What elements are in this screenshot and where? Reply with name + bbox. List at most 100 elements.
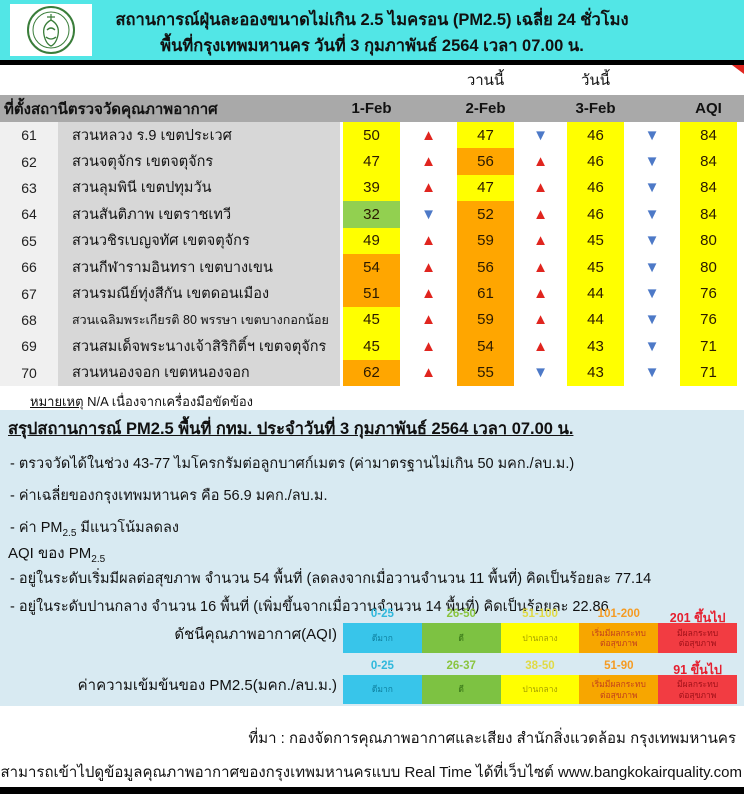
trend-arrow-icon	[645, 128, 660, 143]
trend-arrow-icon	[645, 312, 660, 327]
pm25-feb2-value: 56	[457, 148, 514, 175]
trend-arrow-icon	[645, 339, 660, 354]
pm25-feb2-value: 52	[457, 201, 514, 228]
aqi-bullet-moderate: - อยู่ในระดับปานกลาง จำนวน 16 พื้นที่ (เ…	[10, 599, 609, 615]
trend-arrow-icon	[421, 260, 436, 275]
pm25-scale-ranges: 0-25 26-37 38-50 51-90 91 ขึ้นไป	[370, 660, 722, 677]
table-row: 67 สวนรมณีย์ทุ่งสีกัน เขตดอนเมือง 51 61 …	[0, 280, 744, 307]
aqi-value: 71	[680, 359, 737, 386]
trend-arrow-icon	[421, 154, 436, 169]
trend-arrow-icon	[533, 207, 548, 222]
table-row: 69 สวนสมเด็จพระนางเจ้าสิริกิติ์ฯ เขตจตุจ…	[0, 333, 744, 360]
aqi-value: 84	[680, 122, 737, 149]
station-number: 68	[0, 306, 58, 334]
report-title-line2: พื้นที่กรุงเทพมหานคร วันที่ 3 กุมภาพันธ์…	[160, 37, 584, 55]
trend-arrow-icon	[645, 286, 660, 301]
trend-arrow-icon	[533, 128, 548, 143]
pm25-feb1-value: 49	[343, 227, 400, 254]
pm25-feb3-value: 44	[567, 280, 624, 307]
pm25-feb3-value: 43	[567, 359, 624, 386]
trend-arrow-icon	[533, 154, 548, 169]
summary-panel: สรุปสถานการณ์ PM2.5 พื้นที่ กทม. ประจำวั…	[0, 410, 744, 706]
station-column-header: ที่ตั้งสถานีตรวจวัดคุณภาพอากาศ	[4, 100, 218, 118]
station-name: สวนจตุจักร เขตจตุจักร	[58, 148, 340, 175]
aqi-value: 76	[680, 306, 737, 334]
report-title-line1: สถานการณ์ฝุ่นละอองขนาดไม่เกิน 2.5 ไมครอน…	[115, 11, 629, 29]
station-name: สวนลุมพินี เขตปทุมวัน	[58, 174, 340, 202]
table-row: 62 สวนจตุจักร เขตจตุจักร 47 56 46 84	[0, 148, 744, 175]
trend-arrow-icon	[421, 233, 436, 248]
footnote-label: หมายเหตุ	[30, 394, 84, 409]
pm25-feb2-value: 47	[457, 174, 514, 202]
pm25-feb1-value: 50	[343, 122, 400, 149]
pm25-feb2-value: 56	[457, 253, 514, 281]
table-row: 68 สวนเฉลิมพระเกียรติ 80 พรรษา เขตบางกอก…	[0, 306, 744, 334]
station-name: สวนวชิรเบญจทัศ เขตจตุจักร	[58, 227, 340, 254]
pm25-feb2-value: 61	[457, 280, 514, 307]
station-number: 70	[0, 359, 58, 386]
pm25-feb3-value: 46	[567, 174, 624, 202]
trend-arrow-icon	[645, 207, 660, 222]
col-header-feb3: 3-Feb	[575, 100, 616, 117]
pm25-feb2-value: 54	[457, 333, 514, 360]
trend-arrow-icon	[421, 128, 436, 143]
legend-scales: ดัชนีคุณภาพอากาศ(AQI) 0-25 26-50 51-100 …	[0, 608, 737, 711]
pm25-feb1-value: 45	[343, 306, 400, 334]
aqi-value: 80	[680, 227, 737, 254]
trend-arrow-icon	[421, 339, 436, 354]
corner-marker-icon	[732, 65, 744, 74]
day-labels-row: วานนี้ วันนี้	[0, 68, 744, 95]
station-number: 64	[0, 201, 58, 228]
col-header-aqi: AQI	[695, 100, 722, 117]
website-line: สามารถเข้าไปดูข้อมูลคุณภาพอากาศของกรุงเท…	[0, 764, 743, 781]
pm25-feb3-value: 45	[567, 253, 624, 281]
footnote: หมายเหตุ N/A เนื่องจากเครื่องมือขัดข้อง	[30, 391, 253, 412]
summary-heading: สรุปสถานการณ์ PM2.5 พื้นที่ กทม. ประจำวั…	[8, 420, 574, 438]
aqi-scale-ranges: 0-25 26-50 51-100 101-200 201 ขึ้นไป	[370, 608, 726, 625]
station-number: 66	[0, 253, 58, 281]
table-row: 70 สวนหนองจอก เขตหนองจอก 62 55 43 71	[0, 359, 744, 386]
segment-good: ดี	[421, 675, 501, 704]
pm25-feb1-value: 32	[343, 201, 400, 228]
station-number: 69	[0, 333, 58, 360]
table-row: 65 สวนวชิรเบญจทัศ เขตจตุจักร 49 59 45 80	[0, 227, 744, 254]
pm25-feb1-value: 51	[343, 280, 400, 307]
aqi-scale-bar: ดีมาก ดี ปานกลาง เริ่มมีผลกระทบ ต่อสุขภาพ…	[343, 623, 737, 653]
trend-arrow-icon	[533, 339, 548, 354]
today-label: วันนี้	[581, 72, 610, 89]
table-row: 61 สวนหลวง ร.9 เขตประเวศ 50 47 46 84	[0, 122, 744, 149]
trend-arrow-icon	[645, 154, 660, 169]
trend-arrow-icon	[421, 207, 436, 222]
trend-arrow-icon	[533, 312, 548, 327]
summary-bullet-range: - ตรวจวัดได้ในช่วง 43-77 ไมโครกรัมต่อลูก…	[10, 456, 575, 472]
pm25-feb3-value: 45	[567, 227, 624, 254]
header-banner: สถานการณ์ฝุ่นละอองขนาดไม่เกิน 2.5 ไมครอน…	[0, 0, 744, 60]
pm25-scale-label: ค่าความเข้มข้นของ PM2.5(มคก./ลบ.ม.)	[77, 677, 337, 694]
segment-affect: มีผลกระทบ ต่อสุขภาพ	[658, 623, 737, 653]
trend-arrow-icon	[533, 180, 548, 195]
trend-arrow-icon	[645, 260, 660, 275]
pm25-feb2-value: 55	[457, 359, 514, 386]
segment-very-good: ดีมาก	[343, 623, 422, 653]
table-row: 63 สวนลุมพินี เขตปทุมวัน 39 47 46 84	[0, 174, 744, 202]
station-name: สวนรมณีย์ทุ่งสีกัน เขตดอนเมือง	[58, 280, 340, 307]
pm25-scale-bar: ดีมาก ดี ปานกลาง เริ่มมีผลกระทบ ต่อสุขภาพ…	[343, 675, 737, 704]
trend-arrow-icon	[533, 260, 548, 275]
col-header-feb1: 1-Feb	[351, 100, 392, 117]
segment-very-good: ดีมาก	[343, 675, 422, 704]
trend-arrow-icon	[421, 180, 436, 195]
aqi-bullet-unhealthy: - อยู่ในระดับเริ่มมีผลต่อสุขภาพ จำนวน 54…	[10, 571, 652, 587]
trend-arrow-icon	[645, 365, 660, 380]
pm25-feb1-value: 54	[343, 253, 400, 281]
trend-arrow-icon	[421, 286, 436, 301]
trend-arrow-icon	[645, 180, 660, 195]
yesterday-label: วานนี้	[466, 72, 505, 89]
aqi-value: 80	[680, 253, 737, 281]
pm25-feb2-value: 47	[457, 122, 514, 149]
pm25-feb2-value: 59	[457, 306, 514, 334]
segment-begin-affect: เริ่มมีผลกระทบ ต่อสุขภาพ	[579, 675, 659, 704]
segment-begin-affect: เริ่มมีผลกระทบ ต่อสุขภาพ	[579, 623, 659, 653]
summary-bullet-trend: - ค่า PM2.5 มีแนวโน้มลดลง	[10, 520, 179, 539]
pm25-feb1-value: 45	[343, 333, 400, 360]
